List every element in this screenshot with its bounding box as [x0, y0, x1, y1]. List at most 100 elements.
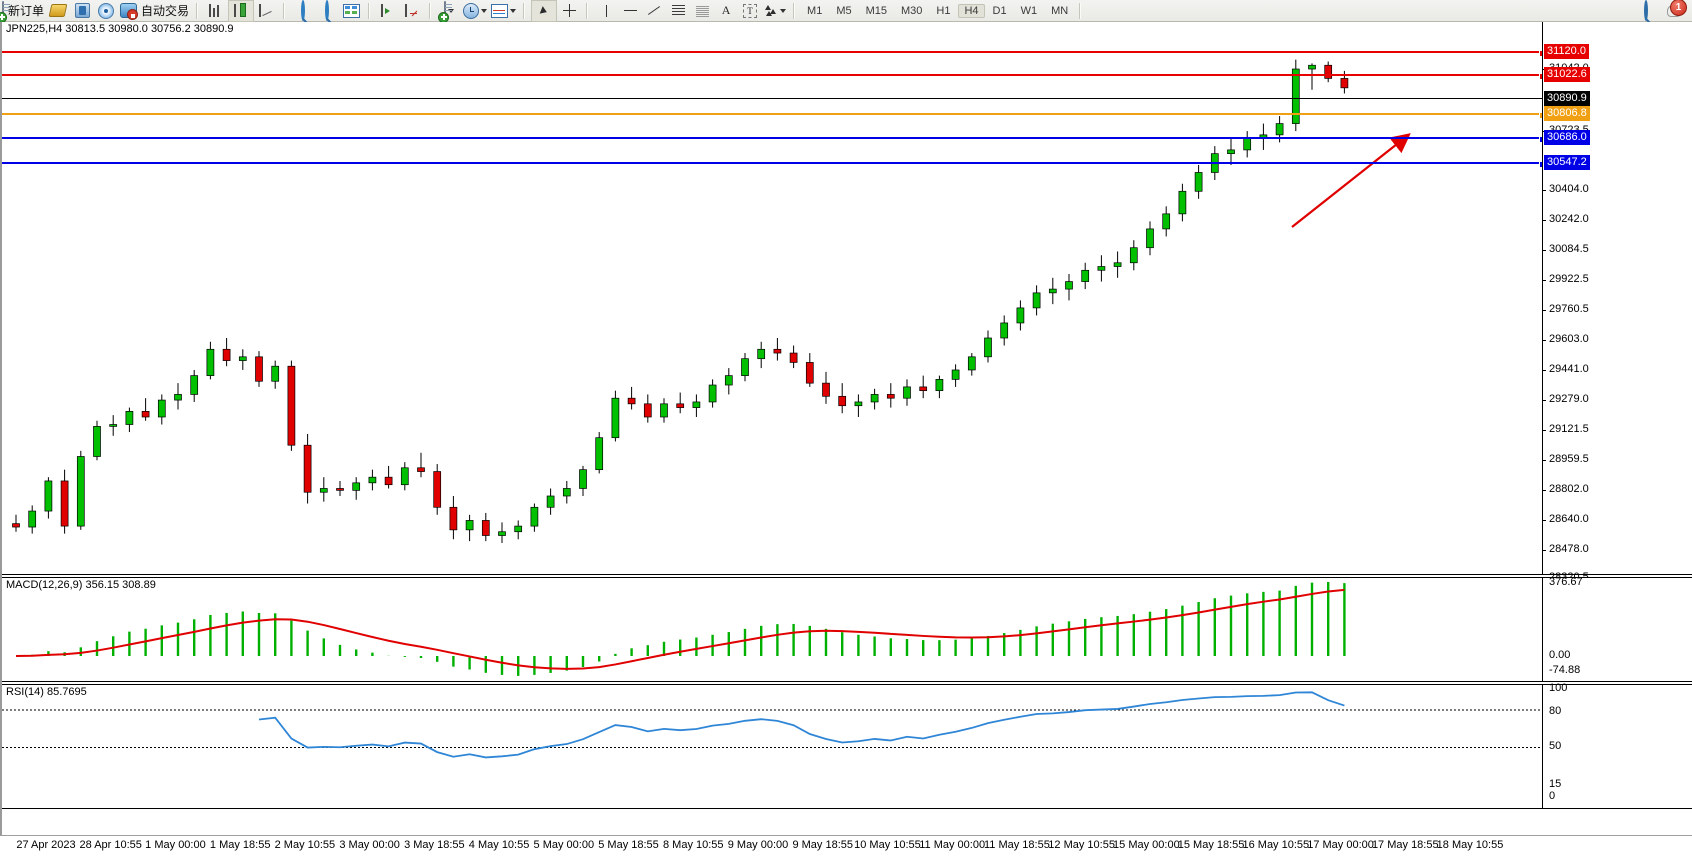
toolbar-separator: [427, 2, 434, 20]
time-label: 9 May 18:55: [792, 839, 853, 851]
auto-scroll-button[interactable]: [400, 1, 424, 21]
candlestick-series: [12, 59, 1349, 544]
level-tag-31120[interactable]: 31120.0: [1544, 44, 1589, 59]
zoom-in-button[interactable]: [291, 0, 315, 24]
timeframe-d1[interactable]: D1: [992, 4, 1007, 17]
period-icon: [463, 2, 480, 19]
macd-plot[interactable]: [2, 578, 1542, 681]
rsi-pane[interactable]: 100 80 50 15 0 RSI(14) 85.7695: [2, 682, 1692, 809]
auto-trading-icon: [120, 3, 139, 20]
macd-label: MACD(12,26,9) 356.15 308.89: [6, 579, 156, 591]
time-label: 15 May 18:55: [1177, 839, 1245, 851]
last-price-line: [2, 98, 1542, 99]
grid-button[interactable]: [339, 1, 363, 21]
chevron-down-icon[interactable]: [481, 8, 488, 13]
trend-line-icon: [648, 6, 661, 15]
trend-line-button[interactable]: [642, 1, 666, 21]
horizontal-line-button[interactable]: [618, 1, 642, 21]
level-line[interactable]: [2, 136, 1542, 143]
chevron-down-icon[interactable]: [780, 8, 787, 13]
timeframe-h1[interactable]: H1: [936, 4, 951, 17]
price-scale[interactable]: 31042.030723.530404.030242.030084.529922…: [1542, 22, 1692, 583]
zoom-out-icon: [325, 0, 332, 24]
line-chart-icon: [258, 3, 274, 18]
line-chart-button[interactable]: [254, 1, 278, 21]
text-label-button[interactable]: T: [738, 1, 762, 21]
crosshair-icon: [562, 4, 576, 17]
time-label: 1 May 18:55: [209, 839, 271, 851]
scroll-icon: [404, 3, 420, 18]
radar-icon: [98, 2, 115, 19]
toolbar-separator: [1077, 2, 1084, 20]
cursor-button[interactable]: [531, 0, 558, 22]
macd-scale[interactable]: 376.67 0.00 -74.88: [1542, 576, 1692, 681]
price-pane[interactable]: 31042.030723.530404.030242.030084.529922…: [2, 22, 1692, 583]
time-scale[interactable]: 27 Apr 2023 28 Apr 10:55 1 May 00:00 1 May …: [0, 835, 1692, 857]
rsi-plot[interactable]: [2, 685, 1542, 808]
text-button[interactable]: A: [714, 1, 738, 21]
zoom-in-icon: [301, 0, 308, 24]
toolbar-separator: [194, 2, 201, 20]
bar-chart-button[interactable]: [204, 1, 228, 21]
data-window-button[interactable]: [70, 1, 94, 21]
time-label: 11 May 18:55: [983, 839, 1050, 851]
candle-chart-icon: [233, 2, 249, 18]
radar-button[interactable]: [94, 1, 118, 21]
level-tag-30686[interactable]: 30686.0: [1544, 130, 1590, 145]
timeframe-m30[interactable]: M30: [901, 4, 923, 17]
period-button[interactable]: [461, 1, 489, 21]
chevron-down-icon[interactable]: [510, 8, 517, 13]
fibo-fan-button[interactable]: [690, 1, 714, 21]
time-label: 15 May 00:00: [1113, 839, 1180, 851]
time-label: 8 May 10:55: [662, 839, 724, 851]
fibonacci-icon: [671, 4, 685, 17]
search-icon: [1644, 0, 1651, 24]
timeframe-m5[interactable]: M5: [836, 4, 852, 17]
rsi-series: [2, 691, 1542, 759]
alerts-button[interactable]: 1: [1662, 0, 1687, 21]
new-order-button[interactable]: 新订单: [0, 0, 46, 23]
timeframe-w1[interactable]: W1: [1020, 4, 1038, 17]
timeframe-h4[interactable]: H4: [958, 3, 985, 18]
time-label: 11 May 00:00: [919, 839, 986, 851]
level-line[interactable]: [2, 161, 1542, 168]
price-tag-last[interactable]: 30890.9: [1544, 91, 1590, 106]
auto-trading-button[interactable]: 自动交易: [118, 1, 191, 21]
gold-button[interactable]: [46, 1, 70, 21]
add-indicator-button[interactable]: [437, 0, 461, 23]
shapes-button[interactable]: [762, 1, 788, 21]
rsi-scale[interactable]: 100 80 50 15 0: [1542, 682, 1692, 808]
level-tag-30547[interactable]: 30547.2: [1544, 155, 1590, 170]
rsi-label: RSI(14) 85.7695: [6, 686, 87, 698]
chart-canvas[interactable]: 31042.030723.530404.030242.030084.529922…: [0, 22, 1692, 835]
timeframe-m1[interactable]: M1: [807, 4, 823, 17]
time-label: 17 May 00:00: [1307, 839, 1374, 851]
level-tag-31022[interactable]: 31022.6: [1544, 67, 1590, 82]
level-line[interactable]: [2, 50, 1542, 57]
price-plot[interactable]: [2, 22, 1542, 574]
level-tag-30806[interactable]: 30806.8: [1544, 106, 1590, 121]
timeframe-m15[interactable]: M15: [865, 4, 887, 17]
main-toolbar: 新订单 自动交易: [0, 0, 1692, 24]
level-line[interactable]: [2, 112, 1542, 119]
fibonacci-button[interactable]: [666, 1, 690, 21]
crosshair-button[interactable]: [557, 1, 581, 21]
horizontal-line-icon: [623, 10, 637, 11]
chart-shift-button[interactable]: [376, 1, 400, 21]
toolbar-separator: [521, 2, 528, 20]
time-label: 27 Apr 2023: [16, 839, 76, 851]
toolbar-separator: [584, 2, 591, 20]
candle-chart-button[interactable]: [228, 0, 255, 22]
templates-button[interactable]: [489, 1, 518, 21]
chevron-down-icon[interactable]: [448, 8, 455, 13]
toolbar-separator: [281, 2, 288, 20]
gold-icon: [48, 4, 68, 17]
level-line[interactable]: [2, 73, 1542, 80]
auto-trading-label: 自动交易: [141, 4, 190, 18]
timeframe-mn[interactable]: MN: [1051, 4, 1069, 17]
zoom-out-button[interactable]: [315, 0, 339, 24]
macd-pane[interactable]: 376.67 0.00 -74.88 MACD(12,26,9) 356.15 30…: [2, 576, 1692, 682]
vertical-line-button[interactable]: [594, 1, 618, 21]
toolbar-separator: [366, 2, 373, 20]
search-button[interactable]: [1634, 0, 1658, 24]
